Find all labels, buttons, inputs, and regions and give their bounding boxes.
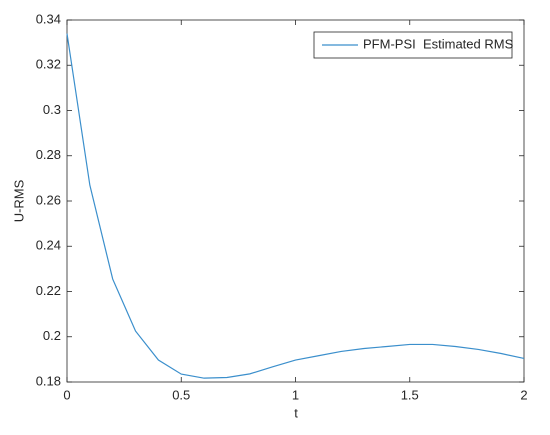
y-tick-label: 0.18: [36, 373, 61, 388]
y-tick-label: 0.3: [43, 102, 61, 117]
y-axis-label: U-RMS: [11, 179, 26, 222]
y-tick-label: 0.28: [36, 147, 61, 162]
y-tick-label: 0.24: [36, 238, 61, 253]
plot-area: [66, 19, 525, 383]
y-tick-label: 0.22: [36, 283, 61, 298]
y-tick-label: 0.26: [36, 192, 61, 207]
x-tick-label: 1.5: [401, 387, 419, 402]
y-tick-label: 0.32: [36, 57, 61, 72]
x-tick-label: 2: [520, 387, 527, 402]
x-tick-label: 0: [63, 387, 70, 402]
legend-label: PFM-PSI Estimated RMS: [363, 36, 514, 51]
x-tick-label: 1: [292, 387, 299, 402]
x-tick-label: 0.5: [172, 387, 190, 402]
y-tick-label: 0.34: [36, 11, 61, 26]
data-line: [66, 33, 525, 379]
y-tick-label: 0.2: [43, 328, 61, 343]
x-axis-label: t: [294, 405, 298, 420]
